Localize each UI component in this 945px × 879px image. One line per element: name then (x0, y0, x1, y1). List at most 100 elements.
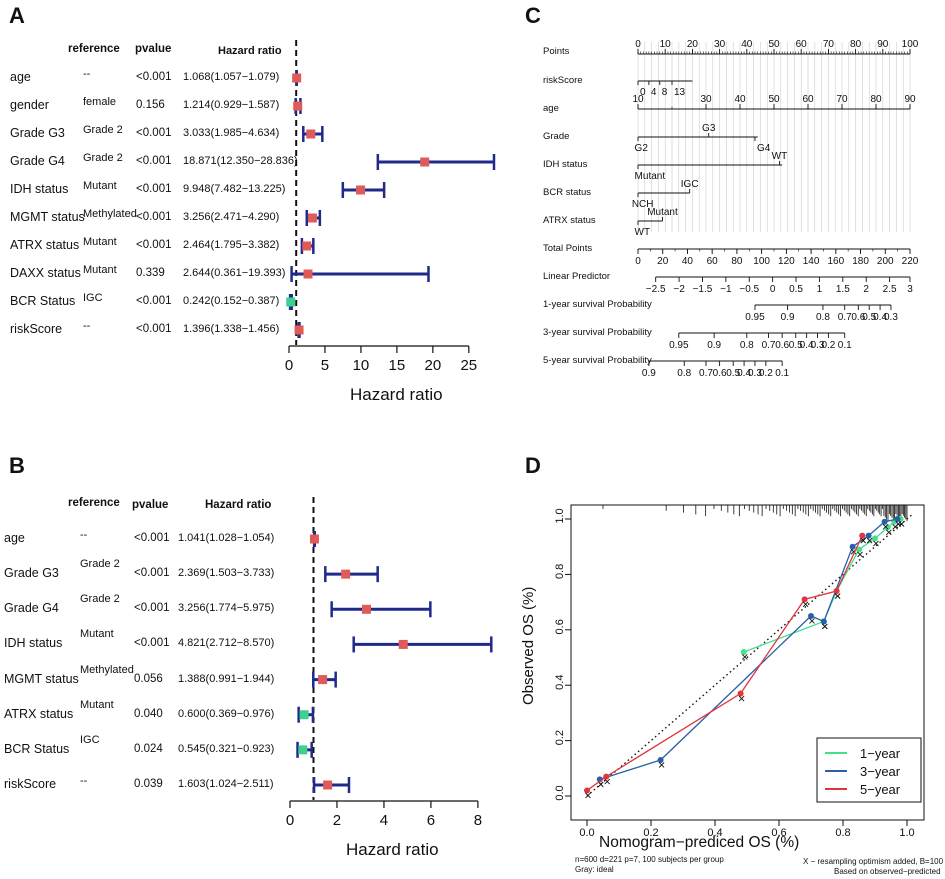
x-tick-label: 0.8 (835, 827, 850, 839)
nomogram-tick-label: 2 (863, 284, 869, 295)
nomogram-row-label: Grade (543, 131, 569, 142)
row-reference: Mutant (80, 628, 114, 641)
x-tick-label: 4 (380, 812, 388, 829)
x-tick-label: 6 (427, 812, 435, 829)
hr-point (306, 129, 316, 139)
optimism-marker (597, 781, 604, 788)
optimism-marker (873, 540, 879, 547)
forest-plot-a-svg: 0 5 10 15 20 25 (285, 40, 496, 374)
legend-label: 5−year (860, 782, 901, 797)
hr-point (298, 745, 308, 755)
nomogram-tick-label: 0.5 (726, 368, 740, 379)
optimism-marker (895, 521, 902, 527)
row-hr-text: 9.948(7.482−13.225) (183, 183, 286, 195)
nomogram-tick-label: 0.6 (851, 312, 865, 323)
row-hr-text: 0.600(0.369−0.976) (178, 707, 275, 720)
nomogram-tick-label: 100 (902, 39, 919, 50)
nomogram-tick-label: 70 (823, 39, 835, 50)
y-tick-label: 0.2 (554, 730, 566, 745)
row-reference: Mutant (80, 698, 114, 711)
row-pvalue: <0.001 (136, 155, 172, 167)
nomogram-tick-label: 0.9 (707, 340, 721, 351)
nomogram-tick-label: 0 (635, 256, 641, 267)
row-label: age (10, 70, 31, 84)
row-hr-text: 3.033(1.985−4.634) (183, 127, 280, 139)
nomogram-tick-label: 3 (907, 284, 913, 295)
x-tick-label: 0 (285, 357, 293, 374)
row-reference: Mutant (83, 236, 117, 248)
row-hr-text: 1.396(1.338−1.456) (183, 323, 280, 335)
nomogram-row-label: BCR status (543, 187, 591, 198)
nomogram-tick-label: 0.9 (781, 312, 795, 323)
series-point (801, 596, 808, 603)
optimism-marker (834, 593, 841, 599)
row-pvalue: <0.001 (136, 211, 172, 223)
row-pvalue: <0.001 (134, 567, 170, 580)
row-reference: Grade 2 (83, 124, 123, 136)
hr-point (356, 185, 366, 195)
hr-point (361, 604, 371, 614)
row-pvalue: <0.001 (136, 239, 172, 251)
nomogram-tick-label: Mutant (647, 207, 678, 218)
row-reference: Mutant (83, 180, 117, 192)
nomogram-tick-label: 13 (674, 87, 686, 98)
hr-point (294, 325, 304, 335)
row-hr-text: 3.256(2.471−4.290) (183, 211, 280, 223)
nomogram-row-label: Linear Predictor (543, 271, 610, 282)
row-pvalue: <0.001 (134, 637, 170, 650)
row-hr-text: 18.871(12.350−28.836) (183, 155, 298, 167)
nomogram-row-label: 5-year survival Probability (543, 355, 652, 366)
row-reference: female (83, 96, 117, 108)
nomogram-row-label: ATRX status (543, 215, 596, 226)
nomogram-row-label: IDH status (543, 159, 588, 170)
hr-point (323, 780, 333, 790)
nomogram-tick-label: 0.4 (873, 312, 887, 323)
row-label: riskScore (10, 322, 63, 336)
panel-label-a: A (9, 3, 25, 28)
legend-label: 1−year (860, 746, 901, 761)
row-pvalue: 0.156 (136, 99, 165, 111)
nomogram-tick-label: 0.2 (759, 368, 773, 379)
row-reference: IGC (83, 292, 103, 304)
optimism-marker (860, 537, 867, 544)
nomogram-tick-label: 0.5 (789, 340, 803, 351)
header-hazard-ratio: Hazard ratio (218, 45, 282, 57)
hr-point (293, 101, 303, 111)
hr-point (318, 675, 328, 685)
nomogram-tick-label: 0.2 (821, 340, 835, 351)
row-hr-text: 1.041(1.028−1.054) (178, 532, 275, 544)
row-reference: -- (80, 529, 88, 541)
series-point (894, 516, 901, 522)
nomogram-tick-label: WT (772, 151, 788, 162)
row-label: ATRX status (4, 706, 74, 721)
x-axis-title-d: Nomogram−prediced OS (%) (599, 834, 800, 851)
row-pvalue: <0.001 (136, 71, 172, 83)
nomogram-tick-label: 50 (768, 39, 780, 50)
nomogram-tick-label: 220 (902, 256, 919, 267)
nomogram-tick-label: 80 (850, 39, 862, 50)
x-tick-label: 25 (460, 357, 477, 374)
nomogram-tick-label: 1 (817, 284, 823, 295)
hr-point (341, 569, 351, 579)
x-tick-label: 0.6 (771, 827, 786, 839)
series-point (833, 588, 840, 595)
row-reference: IGC (80, 733, 100, 746)
x-tick-label: 8 (474, 812, 482, 829)
nomogram-tick-label: 0.5 (789, 284, 803, 295)
hr-point (292, 73, 302, 83)
nomogram-tick-label: 0.8 (816, 312, 830, 323)
nomogram-tick-label: 2.5 (883, 284, 897, 295)
series-line (586, 535, 863, 791)
optimism-marker (604, 778, 611, 785)
x-tick-label: 5 (321, 357, 329, 374)
row-label: DAXX status (10, 266, 81, 280)
row-reference: Grade 2 (80, 558, 120, 571)
panel-label-b: B (9, 453, 25, 478)
optimism-marker (821, 623, 828, 630)
nomogram-tick-label: Mutant (635, 171, 666, 182)
series-point (820, 618, 827, 625)
nomogram-tick-label: 0 (640, 87, 646, 98)
nomogram-tick-label: 20 (687, 39, 699, 50)
row-pvalue: <0.001 (136, 295, 172, 307)
